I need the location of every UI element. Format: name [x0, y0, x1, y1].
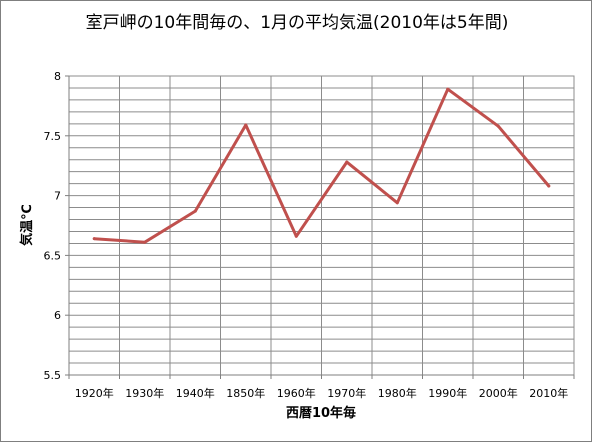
x-tick-label: 1970年	[327, 386, 366, 400]
x-tick-label: 1850年	[226, 386, 265, 400]
series-line	[92, 87, 551, 244]
x-tick-label: 2000年	[479, 386, 518, 400]
y-tick-label: 6	[54, 309, 61, 322]
x-axis-label: 西暦10年毎	[286, 405, 356, 421]
y-tick-label: 5.5	[44, 369, 62, 382]
data-point	[92, 237, 96, 241]
x-tick-label: 2010年	[529, 386, 568, 400]
x-tick-labels: 1920年 1930年 1940年 1850年 1960年 1970年 1980年 1990年…	[75, 386, 569, 400]
data-point	[547, 184, 551, 188]
x-tick-label: 1930年	[125, 386, 164, 400]
data-point	[496, 124, 500, 128]
data-point	[345, 160, 349, 164]
x-tick-label: 1920年	[75, 386, 114, 400]
series-layer	[92, 87, 551, 244]
x-tick-label: 1960年	[277, 386, 316, 400]
data-point	[395, 201, 399, 205]
y-tick-label: 6.5	[44, 249, 62, 262]
chart-title: 室戸岬の10年間毎の、1月の平均気温(2010年は5年間)	[86, 13, 509, 33]
data-point	[294, 234, 298, 238]
data-point	[193, 209, 197, 213]
data-point	[446, 87, 450, 91]
axes	[65, 75, 575, 379]
x-tick-label: 1980年	[378, 386, 417, 400]
y-tick-label: 7.5	[44, 130, 62, 143]
y-tick-labels: 5.5 6 6.5 7 7.5 8	[44, 70, 62, 382]
x-tick-label: 1940年	[176, 386, 215, 400]
y-tick-label: 8	[54, 70, 61, 83]
data-point	[143, 240, 147, 244]
data-point	[244, 123, 248, 127]
y-axis-label: 気温℃	[19, 204, 35, 246]
x-tick-label: 1990年	[428, 386, 467, 400]
y-tick-label: 7	[54, 190, 61, 203]
vertical-grid	[119, 76, 524, 375]
